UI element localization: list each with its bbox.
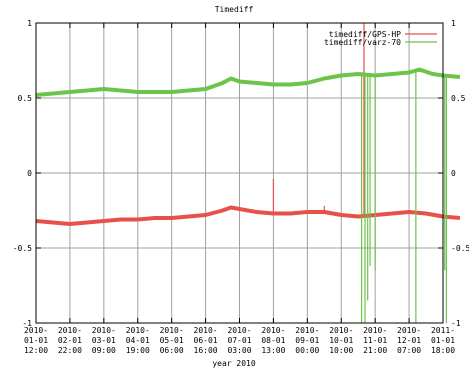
x-tick-label: 05-01 xyxy=(160,336,184,345)
x-tick-label: 07:00 xyxy=(397,346,421,355)
x-tick-label: 07-01 xyxy=(227,336,251,345)
x-tick-label: 22:00 xyxy=(58,346,82,355)
y-tick-label-right: 0 xyxy=(451,169,456,178)
y-tick-label: 0.5 xyxy=(18,94,33,103)
x-tick-label: 09-01 xyxy=(295,336,319,345)
x-tick-label: 03:00 xyxy=(227,346,251,355)
x-tick-label: 2011- xyxy=(431,326,455,335)
x-tick-label: 21:00 xyxy=(363,346,387,355)
x-tick-label: 02-01 xyxy=(58,336,82,345)
y-tick-label: -0.5 xyxy=(13,244,32,253)
x-tick-label: 13:00 xyxy=(261,346,285,355)
x-tick-label: 2010- xyxy=(363,326,387,335)
x-tick-label: 2010- xyxy=(295,326,319,335)
x-tick-label: 06:00 xyxy=(160,346,184,355)
x-tick-label: 2010- xyxy=(227,326,251,335)
series-line-2 xyxy=(35,67,461,97)
x-tick-label: 2010- xyxy=(194,326,218,335)
x-tick-label: 09:00 xyxy=(92,346,116,355)
y-tick-label-right: -1 xyxy=(451,319,461,328)
y-tick-label-right: 0.5 xyxy=(451,94,466,103)
x-tick-label: 2010- xyxy=(329,326,353,335)
x-tick-label: 16:00 xyxy=(194,346,218,355)
x-tick-label: 03-01 xyxy=(92,336,116,345)
x-tick-label: 04-01 xyxy=(126,336,150,345)
x-tick-label: 11-01 xyxy=(363,336,387,345)
y-tick-label-right: 1 xyxy=(451,19,456,28)
y-tick-label-right: -0.5 xyxy=(451,244,469,253)
legend-label: timediff/varz-70 xyxy=(324,38,401,47)
x-tick-label: 2010- xyxy=(397,326,421,335)
legend-label: timediff/GPS-HP xyxy=(329,30,401,39)
y-tick-label: 1 xyxy=(27,19,32,28)
y-tick-label: 0 xyxy=(27,169,32,178)
x-tick-label: 06-01 xyxy=(194,336,218,345)
x-axis-label: year 2010 xyxy=(212,359,256,368)
x-tick-label: 12-01 xyxy=(397,336,421,345)
x-tick-label: 12:00 xyxy=(24,346,48,355)
x-tick-label: 2010- xyxy=(261,326,285,335)
x-tick-label: 10:00 xyxy=(329,346,353,355)
x-tick-label: 00:00 xyxy=(295,346,319,355)
x-tick-label: 08-01 xyxy=(261,336,285,345)
x-tick-label: 19:00 xyxy=(126,346,150,355)
x-tick-label: 18:00 xyxy=(431,346,455,355)
x-tick-label: 01-01 xyxy=(431,336,455,345)
x-tick-label: 2010- xyxy=(24,326,48,335)
y-tick-label: -1 xyxy=(22,319,32,328)
x-tick-label: 2010- xyxy=(92,326,116,335)
x-tick-label: 01-01 xyxy=(24,336,48,345)
x-tick-label: 10-01 xyxy=(329,336,353,345)
x-tick-label: 2010- xyxy=(160,326,184,335)
series-line-1 xyxy=(35,205,461,226)
chart-title: Timediff xyxy=(215,5,254,14)
x-tick-label: 2010- xyxy=(58,326,82,335)
x-tick-label: 2010- xyxy=(126,326,150,335)
